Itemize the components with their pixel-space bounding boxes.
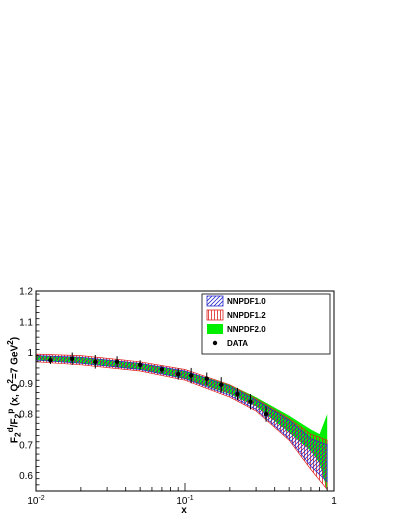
y-tick-label: 0.8 xyxy=(19,410,33,421)
data-marker xyxy=(48,358,53,363)
y-tick-label: 1.2 xyxy=(19,287,33,298)
legend-label-nnpdf20: NNPDF2.0 xyxy=(227,325,266,334)
y-axis: 0.6 0.7 0.8 0.9 1 1.1 1.2 xyxy=(19,287,40,492)
y-tick-label: 1 xyxy=(27,348,33,359)
data-marker xyxy=(93,359,98,364)
data-marker xyxy=(175,371,181,377)
data-point xyxy=(188,367,194,384)
legend-label-nnpdf10: NNPDF1.0 xyxy=(227,297,266,306)
legend-label-data: DATA xyxy=(227,339,248,348)
y-tick-label: 0.9 xyxy=(19,379,33,390)
data-marker xyxy=(248,399,253,404)
data-marker xyxy=(204,376,209,381)
y-tick-label: 0.7 xyxy=(19,440,33,451)
data-point xyxy=(175,368,181,380)
legend-swatch-nnpdf20 xyxy=(207,324,223,334)
data-points xyxy=(48,352,269,422)
x-tick-label: 1 xyxy=(331,496,337,507)
data-marker xyxy=(188,373,194,378)
data-point xyxy=(219,377,224,393)
data-point xyxy=(70,352,75,365)
data-marker xyxy=(70,356,75,361)
data-marker xyxy=(235,391,240,397)
legend-swatch-nnpdf10 xyxy=(206,295,224,307)
data-point xyxy=(93,355,98,369)
x-axis: 10-2 10-1 1 xyxy=(27,483,337,507)
data-marker xyxy=(159,367,165,372)
legend: NNPDF1.0 NNPDF1.2 NNPDF2.0 DATA xyxy=(201,293,331,355)
data-marker xyxy=(219,382,224,388)
y-axis-title: F2d/F2p (x, Q2=7 GeV2) xyxy=(5,336,23,444)
legend-marker-data xyxy=(212,340,218,346)
legend-swatch-nnpdf12 xyxy=(206,309,224,321)
data-point xyxy=(48,356,53,364)
data-point xyxy=(204,372,209,385)
data-marker xyxy=(263,411,269,417)
data-point xyxy=(248,394,253,410)
bands xyxy=(36,353,328,491)
x-axis-title: x xyxy=(181,505,187,516)
y-axis-title-wrapper: F2d/F2p (x, Q2=7 GeV2) xyxy=(5,336,23,444)
data-point xyxy=(159,365,165,374)
data-marker xyxy=(137,362,143,368)
y-tick-label: 0.6 xyxy=(19,471,33,482)
data-point xyxy=(263,406,269,422)
x-tick-label: 10-2 xyxy=(27,495,44,507)
x-tick-label: 10-1 xyxy=(176,495,193,507)
y-tick-label: 1.1 xyxy=(19,317,33,328)
data-point xyxy=(137,360,143,370)
data-point xyxy=(114,356,120,368)
data-point xyxy=(235,387,240,401)
legend-label-nnpdf12: NNPDF1.2 xyxy=(227,311,266,320)
data-marker xyxy=(114,359,120,364)
band-nnpdf10 xyxy=(36,355,328,483)
